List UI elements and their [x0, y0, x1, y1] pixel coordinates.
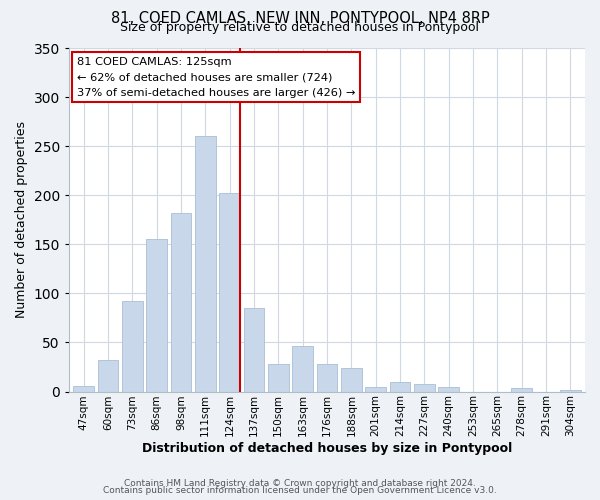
- Text: Contains public sector information licensed under the Open Government Licence v3: Contains public sector information licen…: [103, 486, 497, 495]
- Bar: [317, 364, 337, 392]
- Text: 81, COED CAMLAS, NEW INN, PONTYPOOL, NP4 8RP: 81, COED CAMLAS, NEW INN, PONTYPOOL, NP4…: [110, 11, 490, 26]
- Bar: [244, 308, 264, 392]
- Bar: [195, 136, 215, 392]
- Bar: [341, 368, 362, 392]
- X-axis label: Distribution of detached houses by size in Pontypool: Distribution of detached houses by size …: [142, 442, 512, 455]
- Bar: [268, 364, 289, 392]
- Bar: [122, 301, 143, 392]
- Bar: [292, 346, 313, 392]
- Bar: [560, 390, 581, 392]
- Bar: [439, 386, 459, 392]
- Bar: [73, 386, 94, 392]
- Text: 81 COED CAMLAS: 125sqm
← 62% of detached houses are smaller (724)
37% of semi-de: 81 COED CAMLAS: 125sqm ← 62% of detached…: [77, 56, 355, 98]
- Text: Size of property relative to detached houses in Pontypool: Size of property relative to detached ho…: [121, 22, 479, 35]
- Bar: [389, 382, 410, 392]
- Bar: [170, 213, 191, 392]
- Bar: [414, 384, 434, 392]
- Text: Contains HM Land Registry data © Crown copyright and database right 2024.: Contains HM Land Registry data © Crown c…: [124, 479, 476, 488]
- Y-axis label: Number of detached properties: Number of detached properties: [15, 122, 28, 318]
- Bar: [511, 388, 532, 392]
- Bar: [365, 386, 386, 392]
- Bar: [219, 194, 240, 392]
- Bar: [98, 360, 118, 392]
- Bar: [146, 240, 167, 392]
